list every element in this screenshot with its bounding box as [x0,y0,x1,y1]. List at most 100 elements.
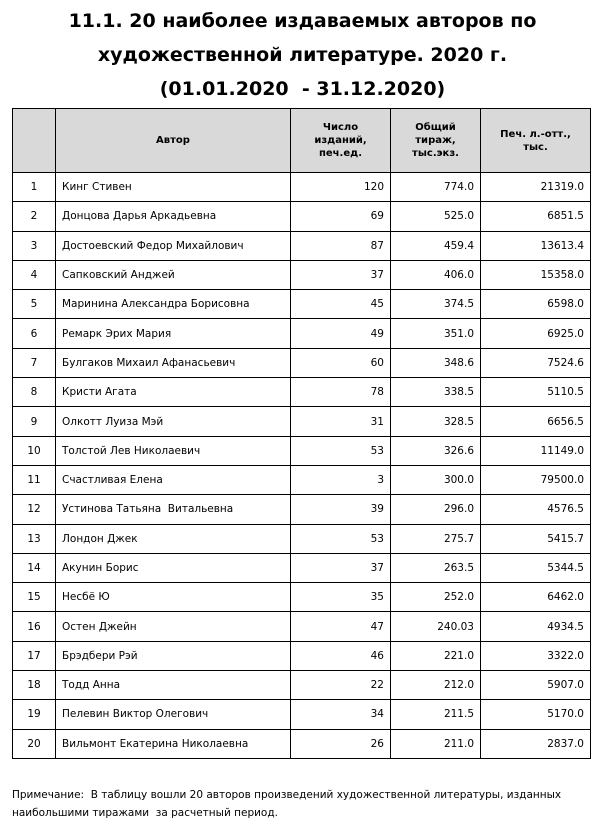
editions: 3 [290,464,391,496]
authors-table: Автор Число изданий, печ.ед. Общий тираж, тыс.… [12,108,591,759]
title-line: 11.1. 20 наиболее издаваемых авторов по [68,10,537,32]
header-cell [12,108,56,173]
circulation: 211.5 [390,699,481,730]
sheets: 5110.5 [480,377,591,408]
circulation: 296.0 [390,494,481,525]
circulation: 338.5 [390,377,481,408]
author: Остен Джейн [55,611,291,642]
circulation: 263.5 [390,552,481,584]
sheets: 6598.0 [480,289,591,320]
author: Устинова Татьяна Витальевна [55,494,291,525]
header-line: печ.ед. [318,148,362,159]
circulation: 328.5 [390,406,481,437]
author: Брэдбери Рэй [55,640,291,672]
row-number: 10 [12,435,56,466]
table-row: 7 Булгаков Михаил Афанасьевич 60 348.6 7524.… [12,347,591,379]
table-row: 17 Брэдбери Рэй 46 221.0 3322.0 [12,640,591,672]
note: Примечание: В таблицу вошли 20 авторов п… [12,786,561,822]
author: Булгаков Михаил Афанасьевич [55,347,291,379]
table-row: 15 Несбё Ю 35 252.0 6462.0 [12,582,591,613]
circulation: 252.0 [390,582,481,613]
table-row: 9 Олкотт Луиза Мэй 31 328.5 6656.5 [12,406,591,437]
editions: 31 [290,406,391,437]
author: Маринина Александра Борисовна [55,289,291,320]
editions: 87 [290,230,391,261]
circulation: 326.6 [390,435,481,466]
note-line: наибольшими тиражами за расчетный период… [12,807,278,819]
author: Тодд Анна [55,670,291,701]
author: Счастливая Елена [55,464,291,496]
circulation: 406.0 [390,259,481,291]
table-row: 13 Лондон Джек 53 275.7 5415.7 [12,523,591,554]
sheets: 4934.5 [480,611,591,642]
editions: 34 [290,699,391,730]
row-number: 12 [12,494,56,525]
author: Олкотт Луиза Мэй [55,406,291,437]
row-number: 4 [12,259,56,291]
circulation: 212.0 [390,670,481,701]
author: Донцова Дарья Аркадьевна [55,201,291,232]
row-number: 11 [12,464,56,496]
header-line: Число [322,122,359,133]
sheets: 6851.5 [480,201,591,232]
sheets: 3322.0 [480,640,591,672]
sheets: 21319.0 [480,171,591,203]
circulation: 221.0 [390,640,481,672]
header-line: Общий [415,122,456,133]
circulation: 525.0 [390,201,481,232]
table-row: 18 Тодд Анна 22 212.0 5907.0 [12,670,591,701]
header-line: изданий, [314,135,367,146]
header-row: Автор Число изданий, печ.ед. Общий тираж, тыс.… [12,108,591,173]
sheets: 5907.0 [480,670,591,701]
row-number: 15 [12,582,56,613]
author: Достоевский Федор Михайлович [55,230,291,261]
sheets: 5415.7 [480,523,591,554]
sheets: 2837.0 [480,728,591,759]
row-number: 7 [12,347,56,379]
editions: 37 [290,259,391,291]
title-line: (01.01.2020 - 31.12.2020) [159,78,446,100]
table-row: 4 Сапковский Анджей 37 406.0 15358.0 [12,259,591,291]
table-row: 20 Вильмонт Екатерина Николаевна 26 211.0 28… [12,728,591,759]
row-number: 5 [12,289,56,320]
header-line: тираж, [415,135,456,146]
circulation: 351.0 [390,318,481,349]
editions: 39 [290,494,391,525]
sheets: 11149.0 [480,435,591,466]
row-number: 6 [12,318,56,349]
editions: 26 [290,728,391,759]
sheets: 5170.0 [480,699,591,730]
table-row: 3 Достоевский Федор Михайлович 87 459.4 1361… [12,230,591,261]
editions: 46 [290,640,391,672]
title-line: художественной литературе. 2020 г. [97,44,508,66]
table-row: 6 Ремарк Эрих Мария 49 351.0 6925.0 [12,318,591,349]
row-number: 19 [12,699,56,730]
table-row: 16 Остен Джейн 47 240.03 4934.5 [12,611,591,642]
row-number: 2 [12,201,56,232]
sheets: 13613.4 [480,230,591,261]
table-row: 11 Счастливая Елена 3 300.0 79500.0 [12,464,591,496]
sheets: 7524.6 [480,347,591,379]
editions: 35 [290,582,391,613]
editions: 120 [290,171,391,203]
note-line: Примечание: В таблицу вошли 20 авторов п… [12,789,562,801]
row-number: 14 [12,552,56,584]
header-line: Печ. л.-отт., [500,128,571,140]
author: Кристи Агата [55,377,291,408]
header-cell: Печ. л.-отт., тыс. [480,108,591,173]
table-row: 14 Акунин Борис 37 263.5 5344.5 [12,552,591,584]
editions: 49 [290,318,391,349]
header-line: Автор [156,135,190,146]
author: Несбё Ю [55,582,291,613]
table-row: 2 Донцова Дарья Аркадьевна 69 525.0 6851.5 [12,201,591,232]
row-number: 1 [12,171,56,203]
author: Кинг Стивен [55,171,291,203]
header-line: тыс. [523,141,548,153]
sheets: 5344.5 [480,552,591,584]
row-number: 17 [12,640,56,672]
header-cell: Автор [55,108,291,173]
sheets: 15358.0 [480,259,591,291]
table-row: 19 Пелевин Виктор Олегович 34 211.5 5170.0 [12,699,591,730]
table-row: 10 Толстой Лев Николаевич 53 326.6 11149.0 [12,435,591,466]
